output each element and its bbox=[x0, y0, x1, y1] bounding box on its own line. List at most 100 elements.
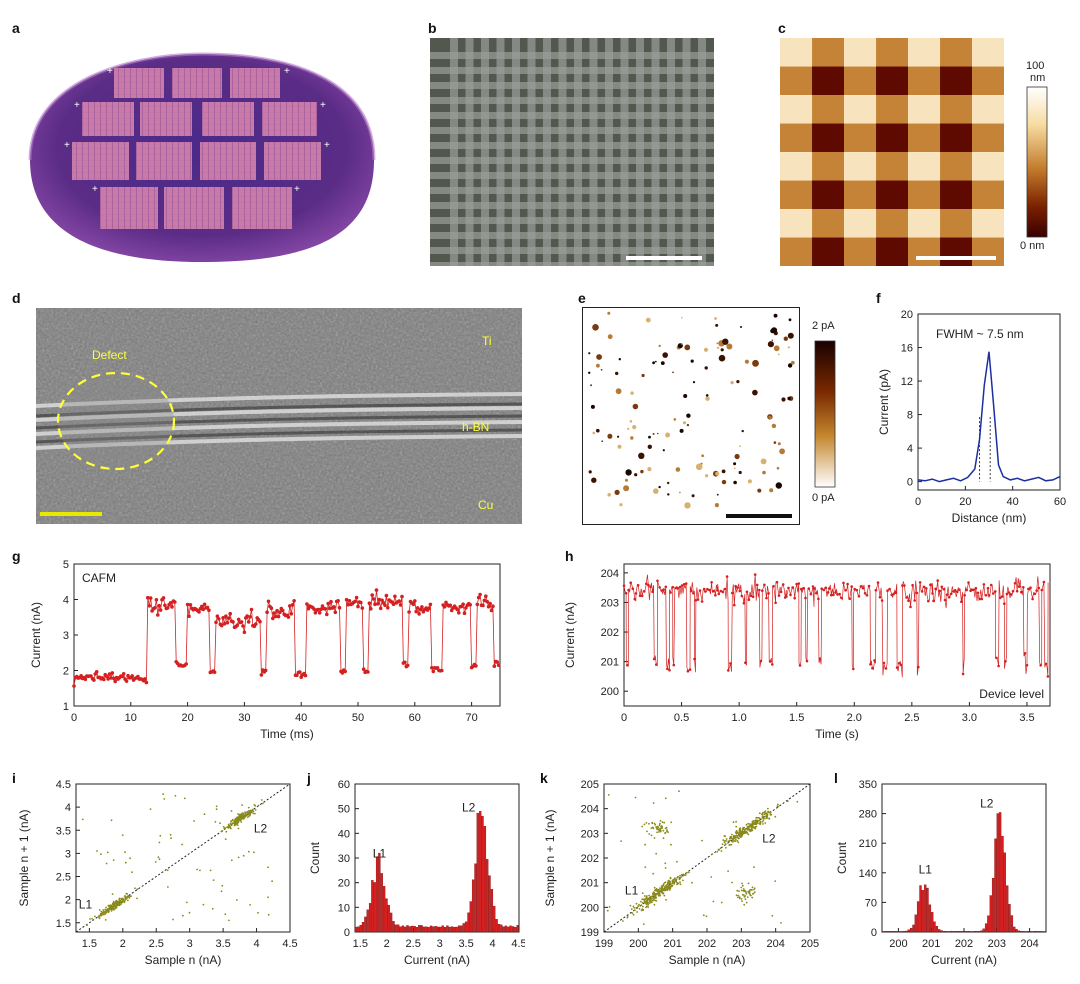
conductive-spot bbox=[738, 470, 742, 475]
trace-point bbox=[815, 591, 818, 595]
conductive-spot bbox=[591, 477, 597, 483]
trace-point bbox=[235, 623, 240, 627]
conductive-spot bbox=[771, 327, 778, 334]
conductive-spot bbox=[783, 336, 788, 341]
conductive-spot bbox=[680, 342, 683, 345]
scatter-point bbox=[751, 824, 754, 827]
scatter-point bbox=[104, 919, 107, 921]
scatter-point bbox=[746, 832, 749, 834]
y-tick-label: 70 bbox=[865, 897, 877, 909]
x-tick-label: 3 bbox=[187, 938, 193, 950]
conductive-spot bbox=[656, 432, 659, 435]
conductive-spot bbox=[634, 473, 638, 477]
histogram-bar bbox=[1003, 852, 1006, 933]
afm-cell bbox=[972, 66, 1004, 96]
conductive-spot bbox=[629, 420, 633, 423]
histogram-bar bbox=[462, 923, 465, 933]
scatter-point bbox=[725, 840, 727, 842]
scatter-point bbox=[682, 873, 685, 876]
sem-horizontal-line bbox=[430, 157, 714, 164]
scatter-point bbox=[740, 886, 743, 889]
conductive-spot bbox=[658, 485, 661, 489]
svg-text:+: + bbox=[324, 140, 330, 151]
trace-point bbox=[1025, 663, 1029, 667]
histogram-bar bbox=[516, 925, 519, 933]
trace-point bbox=[148, 596, 153, 600]
trace-point bbox=[491, 604, 495, 608]
trace-point bbox=[727, 669, 730, 672]
trace-point bbox=[824, 586, 828, 590]
scatter-point bbox=[759, 817, 761, 820]
histogram-bar bbox=[460, 925, 463, 933]
trace-point bbox=[478, 592, 482, 597]
trace-point bbox=[219, 623, 224, 628]
conductive-spot bbox=[640, 469, 644, 474]
trace-point bbox=[327, 606, 332, 611]
trace-point bbox=[809, 592, 813, 596]
scatter-point bbox=[661, 821, 664, 824]
scatter-point bbox=[748, 829, 751, 832]
scatter-point bbox=[640, 904, 643, 907]
x-tick-label: 70 bbox=[465, 712, 477, 724]
y-tick-label: 202 bbox=[601, 627, 619, 639]
scatter-point bbox=[662, 884, 664, 887]
trace-point bbox=[346, 602, 350, 607]
scatter-point bbox=[774, 815, 777, 818]
scatter-point bbox=[642, 909, 644, 912]
scatter-point bbox=[260, 799, 263, 801]
scatter-point bbox=[724, 843, 727, 845]
trace-point bbox=[956, 590, 959, 594]
scatter-point bbox=[654, 823, 657, 826]
scatter-point bbox=[762, 823, 764, 825]
afm-colorbar-top-unit: nm bbox=[1030, 72, 1046, 84]
scatter-point bbox=[117, 902, 120, 905]
scatter-point bbox=[167, 886, 169, 888]
y-tick-label: 1 bbox=[63, 701, 69, 713]
trace-point bbox=[329, 599, 333, 604]
trace-point bbox=[645, 582, 648, 586]
trace-point bbox=[376, 602, 380, 606]
scatter-point bbox=[240, 815, 242, 818]
trace-point bbox=[107, 672, 112, 676]
trace-point bbox=[269, 606, 274, 610]
scatter-point bbox=[653, 897, 656, 899]
conductive-spot bbox=[641, 373, 645, 378]
histogram-bar bbox=[900, 931, 903, 933]
histogram-bar bbox=[455, 926, 458, 933]
trace-point bbox=[817, 597, 820, 601]
trace-point bbox=[811, 585, 815, 588]
trace-point bbox=[486, 604, 491, 609]
trace-point bbox=[768, 660, 772, 663]
scatter-point bbox=[678, 790, 680, 793]
scatter-point bbox=[235, 819, 238, 821]
trace-point bbox=[671, 585, 674, 589]
trace-point bbox=[903, 584, 906, 587]
conductive-spot bbox=[741, 429, 744, 433]
trace-point bbox=[861, 586, 865, 590]
trace-point bbox=[224, 614, 228, 618]
trace-point bbox=[869, 663, 872, 666]
x-tick-label: 204 bbox=[1020, 938, 1038, 950]
scatter-point bbox=[748, 891, 751, 893]
trace-point bbox=[106, 677, 110, 681]
chart-i: 1.5 2 2.5 3 3.5 4 4.5 1.5 2 2.5 3 3.5 4 4.5 Sample n (… bbox=[17, 779, 298, 967]
scatter-point bbox=[670, 885, 673, 888]
trace-point bbox=[871, 666, 874, 670]
y-tick-label: 201 bbox=[581, 878, 599, 890]
scatter-point bbox=[261, 802, 264, 805]
scatter-point bbox=[231, 822, 234, 824]
histogram-bar bbox=[359, 924, 362, 933]
trace-point bbox=[1042, 580, 1046, 584]
scatter-point bbox=[744, 898, 747, 901]
scatter-point bbox=[780, 922, 782, 924]
trace-point bbox=[643, 590, 646, 593]
afm-cell bbox=[908, 95, 941, 124]
conductive-spot bbox=[647, 444, 652, 449]
x-tick-label: 0.5 bbox=[674, 712, 689, 724]
sem-vertical-line bbox=[496, 38, 505, 266]
scatter-point bbox=[653, 886, 656, 889]
trace-point bbox=[258, 619, 262, 624]
scatter-point bbox=[629, 904, 632, 907]
scatter-point bbox=[735, 820, 737, 823]
histogram-bar bbox=[912, 924, 915, 933]
